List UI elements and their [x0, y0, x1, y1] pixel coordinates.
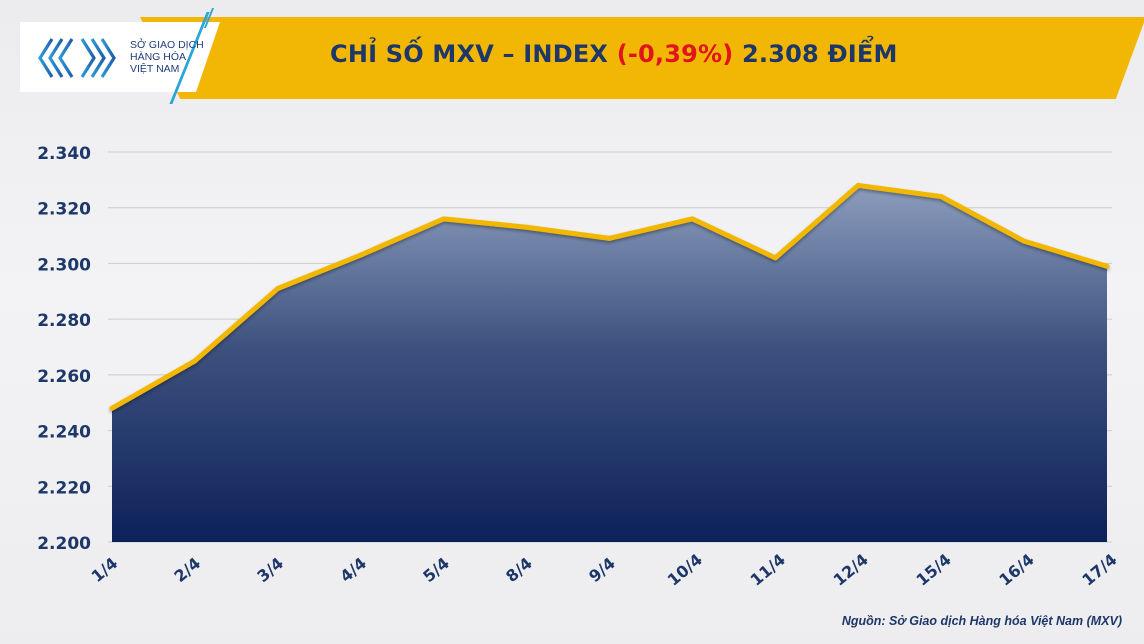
data-point	[607, 235, 612, 241]
x-tick-label: 9/4	[585, 553, 619, 586]
x-tick-label: 10/4	[664, 550, 706, 590]
x-tick-label: 16/4	[995, 550, 1037, 590]
data-point	[192, 358, 198, 364]
data-point	[689, 216, 695, 222]
source-note: Nguồn: Sở Giao dịch Hàng hóa Việt Nam (M…	[841, 614, 1122, 628]
data-point	[855, 182, 861, 188]
y-tick-label: 2.240	[37, 423, 91, 443]
x-tick-label: 12/4	[830, 550, 872, 590]
logo-text: SỞ GIAO DỊCH HÀNG HÓA VIỆT NAM	[130, 39, 220, 75]
x-tick-label: 11/4	[747, 550, 789, 590]
data-point	[772, 255, 778, 261]
title-index-value: 2.308 ĐIỂM	[733, 40, 898, 68]
index-area-fill	[112, 185, 1107, 542]
logo-text-line2: HÀNG HÓA	[130, 51, 187, 63]
x-tick-label: 8/4	[502, 553, 536, 586]
x-tick-label: 5/4	[419, 553, 453, 586]
y-tick-label: 2.320	[37, 200, 91, 220]
data-point	[441, 216, 447, 222]
data-point	[109, 405, 115, 411]
chart-title: CHỈ SỐ MXV – INDEX (-0,39%) 2.308 ĐIỂM	[330, 40, 970, 80]
y-tick-label: 2.220	[37, 478, 91, 498]
data-point	[358, 252, 364, 258]
data-point	[275, 286, 281, 291]
title-change-percent: (-0,39%)	[616, 40, 734, 68]
y-tick-label: 2.200	[37, 534, 91, 554]
y-tick-label: 2.260	[37, 367, 91, 387]
y-tick-label: 2.340	[37, 144, 91, 164]
data-point	[938, 194, 944, 200]
area-layer	[109, 182, 1110, 542]
mxv-logo-icon	[38, 38, 116, 78]
data-point	[524, 224, 530, 230]
y-tick-label: 2.280	[37, 311, 91, 331]
x-axis-ticks: 1/4 2/4 3/4 4/4 5/4 8/4 9/4 10/4 11/4 12/4 15/4 16/…	[88, 550, 1121, 590]
x-tick-label: 15/4	[912, 550, 954, 590]
x-tick-label: 3/4	[253, 553, 287, 586]
data-point	[1021, 238, 1027, 244]
y-tick-label: 2.300	[37, 255, 91, 275]
logo-box	[20, 22, 220, 92]
header-banner	[140, 17, 1144, 99]
title-prefix: CHỈ SỐ MXV – INDEX	[330, 40, 617, 68]
logo-text-line3: VIỆT NAM	[130, 63, 180, 75]
x-tick-label: 17/4	[1078, 550, 1120, 590]
y-axis-ticks: 2.200 2.220 2.240 2.260 2.280 2.300 2.320 2.340	[37, 144, 91, 554]
logo-text-line1: SỞ GIAO DỊCH	[130, 39, 204, 51]
data-point	[1104, 263, 1110, 269]
x-tick-label: 2/4	[171, 553, 205, 586]
x-tick-label: 1/4	[88, 553, 122, 586]
x-tick-label: 4/4	[336, 553, 370, 586]
